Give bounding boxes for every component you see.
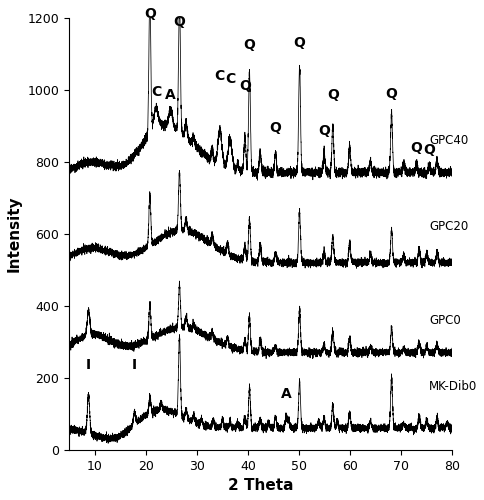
Text: Q: Q	[385, 88, 397, 102]
Y-axis label: Intensity: Intensity	[7, 196, 22, 272]
Text: I: I	[132, 358, 137, 372]
Text: MK-Dib0: MK-Dib0	[428, 380, 477, 394]
Text: Q: Q	[239, 80, 250, 94]
Text: Q: Q	[293, 36, 305, 50]
Text: Q: Q	[326, 88, 338, 102]
Text: C: C	[214, 68, 225, 82]
Text: C: C	[151, 84, 161, 98]
Text: Q: Q	[423, 144, 435, 158]
X-axis label: 2 Theta: 2 Theta	[227, 478, 293, 493]
Text: Q: Q	[144, 8, 155, 22]
Text: I: I	[86, 358, 91, 372]
Text: GPC0: GPC0	[428, 314, 460, 326]
Text: Q: Q	[243, 38, 255, 52]
Text: C: C	[225, 72, 235, 86]
Text: A: A	[165, 88, 176, 102]
Text: Q: Q	[173, 14, 185, 28]
Text: Q: Q	[318, 124, 329, 138]
Text: Q: Q	[269, 120, 281, 134]
Text: GPC20: GPC20	[428, 220, 468, 233]
Text: A: A	[280, 387, 291, 401]
Text: Q: Q	[410, 142, 422, 156]
Text: GPC40: GPC40	[428, 134, 468, 146]
